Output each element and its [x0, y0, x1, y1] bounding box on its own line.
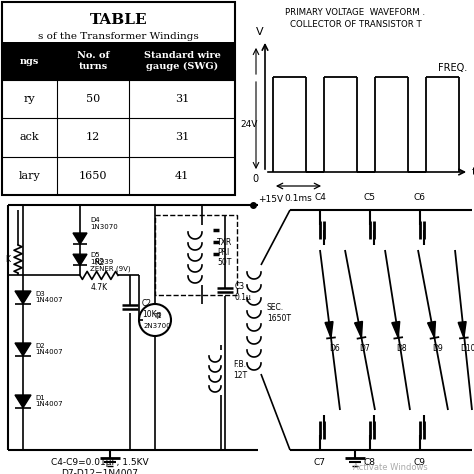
Text: s of the Transformer Windings: s of the Transformer Windings: [38, 31, 199, 40]
Text: V: V: [256, 27, 264, 37]
Text: COLLECTOR OF TRANSISTOR T: COLLECTOR OF TRANSISTOR T: [290, 19, 421, 28]
Text: t: t: [472, 167, 474, 177]
Polygon shape: [73, 233, 87, 244]
Text: C8: C8: [364, 458, 376, 467]
Polygon shape: [15, 395, 31, 408]
Text: 4.7K: 4.7K: [91, 283, 108, 292]
Text: C4: C4: [314, 193, 326, 202]
Text: 0.1ms: 0.1ms: [284, 194, 312, 203]
Text: +15V: +15V: [258, 194, 283, 203]
Text: 0: 0: [253, 174, 259, 184]
Text: FREQ.: FREQ.: [438, 63, 467, 73]
Text: 2N3700: 2N3700: [143, 323, 171, 329]
Text: D8: D8: [397, 344, 407, 353]
Polygon shape: [428, 321, 436, 338]
Text: R2: R2: [94, 258, 104, 267]
Polygon shape: [73, 254, 87, 265]
Polygon shape: [15, 291, 31, 304]
Text: D1
1N4007: D1 1N4007: [35, 394, 63, 408]
Text: ngs: ngs: [20, 56, 39, 65]
Text: F.B.
12T: F.B. 12T: [233, 360, 247, 380]
Text: C5: C5: [364, 193, 376, 202]
Text: ack: ack: [20, 133, 39, 143]
Text: D5
1N939
ZENER (9V): D5 1N939 ZENER (9V): [90, 252, 131, 273]
Text: 31: 31: [175, 94, 189, 104]
Text: K: K: [5, 255, 10, 264]
Text: C9: C9: [414, 458, 426, 467]
Text: TXR
PRI
50T: TXR PRI 50T: [217, 237, 232, 267]
Text: D6: D6: [329, 344, 340, 353]
Text: No. of
turns: No. of turns: [77, 51, 109, 71]
Text: lary: lary: [18, 171, 40, 181]
Text: TABLE: TABLE: [90, 13, 147, 27]
Polygon shape: [458, 322, 466, 338]
Text: 12: 12: [86, 133, 100, 143]
Text: PRIMARY VOLTAGE  WAVEFORM .: PRIMARY VOLTAGE WAVEFORM .: [285, 8, 426, 17]
Text: C4-C9=0.01μF, 1.5KV
D7-D12=1N4007: C4-C9=0.01μF, 1.5KV D7-D12=1N4007: [51, 458, 149, 474]
Text: ry: ry: [24, 94, 35, 104]
Text: C7: C7: [314, 458, 326, 467]
Bar: [2, 42, 235, 80]
Text: 24V: 24V: [240, 120, 258, 129]
Text: SEC.
1650T: SEC. 1650T: [267, 303, 291, 323]
Text: T1: T1: [153, 313, 161, 319]
Text: C6: C6: [414, 193, 426, 202]
Bar: [2, 2, 235, 195]
Text: 41: 41: [175, 171, 189, 181]
Text: 31: 31: [175, 133, 189, 143]
Polygon shape: [392, 321, 400, 338]
Text: Activate Windows: Activate Windows: [353, 464, 428, 473]
Text: D9: D9: [433, 344, 443, 353]
Polygon shape: [325, 321, 333, 338]
Text: C3
0.1μ: C3 0.1μ: [235, 283, 252, 301]
Text: C2
10Kp: C2 10Kp: [142, 300, 162, 319]
Bar: [155, 215, 237, 295]
Text: 1650: 1650: [79, 171, 107, 181]
Text: D4
1N3070: D4 1N3070: [90, 217, 118, 229]
Text: 50: 50: [86, 94, 100, 104]
Text: Standard wire
gauge (SWG): Standard wire gauge (SWG): [144, 51, 220, 71]
Text: D3
1N4007: D3 1N4007: [35, 291, 63, 303]
Text: D7: D7: [360, 344, 370, 353]
Polygon shape: [355, 321, 363, 338]
Text: D10: D10: [460, 344, 474, 353]
Text: D2
1N4007: D2 1N4007: [35, 343, 63, 356]
Polygon shape: [15, 343, 31, 356]
